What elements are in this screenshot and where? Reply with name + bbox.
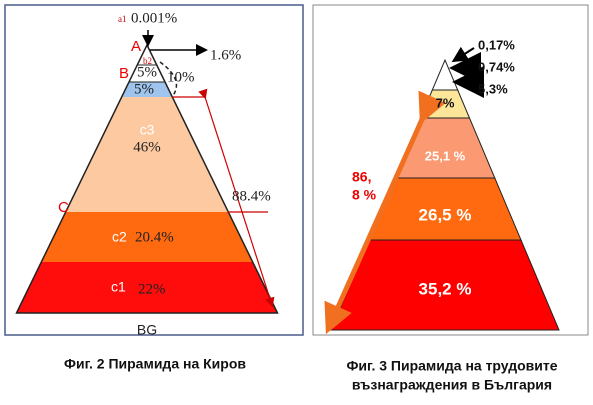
label: 0,17% [478,37,515,52]
label: 8 % [352,187,377,203]
label: 1.6% [210,47,241,63]
caption: Фиг. 2 Пирамида на Киров [64,356,246,372]
label: c3 [140,122,155,138]
label: 0,74% [478,59,515,74]
label: 5% [137,64,157,80]
caption: Фиг. 3 Пирамида на трудовите [346,358,557,374]
double-arrow [324,90,446,335]
label: 86, [352,169,371,185]
label: 26,5 % [419,205,472,224]
dashed-arc [159,61,178,98]
label: c1 [111,279,126,295]
label: 20.4% [135,229,174,245]
kirov-pyramid: a1 0.001% A 1.6% B b2 5% 5% 10% c3 46% C… [4,4,304,372]
label: 0.001% [131,10,177,26]
bracket [198,88,275,308]
layer-a [137,45,157,65]
label: 25,1 % [425,148,466,163]
panel-border [4,4,304,336]
label: C [58,199,69,216]
label: c2 [112,229,127,245]
layer-b-upper [129,65,165,82]
arrow [451,46,475,63]
label: 5% [134,81,154,97]
label: 35,2 % [419,279,472,298]
label: A [131,38,141,55]
layer-top [431,58,459,91]
label: 88.4% [232,188,271,204]
label: a1 [118,14,127,24]
label: 5,3% [478,81,508,96]
caption: възнаграждения в България [352,377,552,393]
label: 10% [167,69,195,85]
label: 22% [138,281,166,297]
layer-c3 [65,97,229,212]
bulgaria-pyramid: 0,17% 0,74% 5,3% 7% 25,1 % 26,5 % 35,2 %… [312,4,589,393]
label: 7% [436,95,455,110]
label: 46% [133,139,161,155]
layer-b-lower [121,82,173,97]
label: b2 [143,56,152,66]
panel-border [312,4,589,336]
label: BG [137,322,157,338]
label: B [119,65,129,82]
